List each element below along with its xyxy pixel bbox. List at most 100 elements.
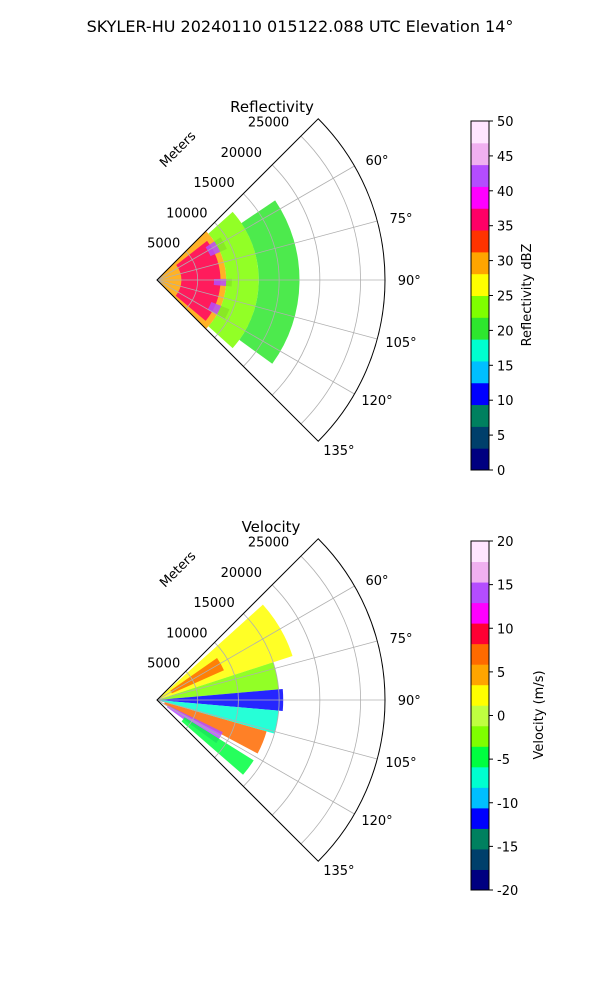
radial-tick-label: 15000 bbox=[193, 596, 234, 611]
angle-tick-label: 135° bbox=[323, 444, 354, 459]
velocity-panel: Velocity 5000 10000 15000 20000 25000 60° 75° 9… bbox=[147, 518, 547, 899]
colorbar-swatch bbox=[471, 807, 489, 829]
colorbar-swatch bbox=[471, 251, 489, 275]
data-region-2 bbox=[157, 662, 279, 700]
colorbar-swatch bbox=[471, 230, 489, 253]
colorbar-swatch bbox=[471, 273, 489, 296]
velocity-title: Velocity bbox=[242, 518, 301, 536]
radial-tick-label: 20000 bbox=[221, 146, 262, 161]
data-region-7 bbox=[181, 717, 254, 775]
colorbar-tick-label: 15 bbox=[497, 359, 514, 374]
angle-tick-label: 135° bbox=[323, 864, 354, 879]
colorbar-swatch bbox=[471, 705, 489, 727]
radial-tick-label: 15000 bbox=[193, 176, 234, 191]
grid-spoke-0 bbox=[156, 585, 355, 701]
reflectivity-panel: Reflectivity 5000 10000 15000 20000 25000 60°… bbox=[147, 98, 535, 479]
colorbar-swatch bbox=[471, 848, 489, 870]
reflectivity-colorbar: 0 5 10 15 20 25 30 35 40 45 50 bbox=[470, 115, 514, 479]
grid-spoke-4 bbox=[156, 279, 355, 395]
data-region-6 bbox=[239, 200, 300, 364]
colorbar-swatch bbox=[471, 602, 489, 624]
colorbar-swatch bbox=[471, 142, 489, 166]
colorbar-tick-label: 25 bbox=[497, 290, 514, 305]
radial-tick-label: 25000 bbox=[248, 536, 289, 551]
angle-tick-label: 90° bbox=[398, 274, 421, 289]
angle-tick-label: 120° bbox=[361, 394, 392, 409]
colorbar-tick-label: -15 bbox=[497, 840, 518, 855]
colorbar-tick-label: 5 bbox=[497, 666, 505, 681]
colorbar-swatch bbox=[471, 541, 489, 563]
colorbar-swatch bbox=[471, 121, 489, 144]
sector-outline bbox=[156, 538, 386, 862]
colorbar-swatch bbox=[471, 869, 489, 891]
radial-tick-label: 5000 bbox=[147, 657, 180, 672]
colorbar-swatch bbox=[471, 360, 489, 384]
colorbar-tick-label: 40 bbox=[497, 185, 514, 200]
colorbar-swatch bbox=[471, 317, 489, 340]
colorbar-tick-label: 35 bbox=[497, 220, 514, 235]
colorbar-tick-label: 20 bbox=[497, 324, 514, 339]
colorbar-swatch bbox=[471, 725, 489, 747]
colorbar-tick-label: 10 bbox=[497, 394, 514, 409]
colorbar-swatch bbox=[471, 426, 489, 449]
colorbar-swatch bbox=[471, 787, 489, 809]
colorbar-tick-label: 20 bbox=[497, 535, 514, 550]
colorbar-tick-label: 0 bbox=[497, 464, 505, 479]
sector-outline bbox=[156, 118, 386, 442]
velocity-radial-label: Meters bbox=[157, 549, 199, 591]
colorbar-swatch bbox=[471, 561, 489, 583]
reflectivity-radial-label: Meters bbox=[157, 129, 199, 171]
velocity-sector: 5000 10000 15000 20000 25000 60° 75° 90° 105° 120… bbox=[147, 536, 421, 879]
colorbar-tick-label: 50 bbox=[497, 115, 514, 130]
data-region-1 bbox=[175, 240, 221, 321]
colorbar-swatch bbox=[471, 684, 489, 706]
grid-spoke-1 bbox=[156, 220, 378, 281]
radial-tick-label: 10000 bbox=[166, 626, 207, 641]
angle-tick-label: 60° bbox=[366, 574, 389, 589]
angle-tick-label: 75° bbox=[390, 212, 413, 227]
angle-tick-label: 120° bbox=[361, 814, 392, 829]
radial-tick-label: 5000 bbox=[147, 237, 180, 252]
angle-tick-label: 105° bbox=[385, 336, 416, 351]
colorbar-tick-label: 10 bbox=[497, 622, 514, 637]
colorbar-swatch bbox=[471, 208, 489, 231]
colorbar-swatch bbox=[471, 623, 489, 645]
colorbar-swatch bbox=[471, 828, 489, 850]
data-region-0 bbox=[157, 604, 293, 700]
reflectivity-colorbar-label: Reflectivity dBZ bbox=[520, 244, 535, 347]
colorbar-swatch bbox=[471, 382, 489, 406]
angle-tick-label: 60° bbox=[366, 154, 389, 169]
radial-tick-label: 20000 bbox=[221, 566, 262, 581]
colorbar-swatch bbox=[471, 448, 489, 471]
colorbar-tick-label: 0 bbox=[497, 710, 505, 725]
reflectivity-title: Reflectivity bbox=[230, 98, 314, 116]
colorbar-tick-label: 15 bbox=[497, 579, 514, 594]
angle-tick-label: 75° bbox=[390, 632, 413, 647]
radial-tick-label: 25000 bbox=[248, 116, 289, 131]
grid-spoke-1 bbox=[156, 640, 378, 701]
colorbar-swatch bbox=[471, 339, 489, 362]
colorbar-tick-label: -20 bbox=[497, 884, 518, 899]
colorbar-swatch bbox=[471, 582, 489, 604]
grid-spoke-4 bbox=[156, 699, 355, 815]
grid-spoke-3 bbox=[156, 279, 378, 340]
radial-tick-label: 10000 bbox=[166, 206, 207, 221]
colorbar-swatch bbox=[471, 643, 489, 665]
colorbar-swatch bbox=[471, 164, 489, 187]
angle-tick-label: 90° bbox=[398, 694, 421, 709]
colorbar-tick-label: -10 bbox=[497, 797, 518, 812]
reflectivity-sector: 5000 10000 15000 20000 25000 60° 75° 90° 105° 120… bbox=[147, 116, 421, 459]
velocity-colorbar: -20 -15 -10 -5 0 5 10 15 20 bbox=[470, 535, 518, 899]
colorbar-swatch bbox=[471, 664, 489, 686]
figure-title: SKYLER-HU 20240110 015122.088 UTC Elevat… bbox=[87, 17, 514, 36]
data-region-5 bbox=[164, 702, 267, 754]
colorbar-tick-label: -5 bbox=[497, 753, 510, 768]
colorbar-tick-label: 5 bbox=[497, 429, 505, 444]
velocity-colorbar-label: Velocity (m/s) bbox=[532, 670, 547, 759]
colorbar-swatch bbox=[471, 766, 489, 788]
colorbar-tick-label: 30 bbox=[497, 255, 514, 270]
colorbar-swatch bbox=[471, 295, 489, 318]
angle-tick-label: 105° bbox=[385, 756, 416, 771]
colorbar-swatch bbox=[471, 746, 489, 768]
